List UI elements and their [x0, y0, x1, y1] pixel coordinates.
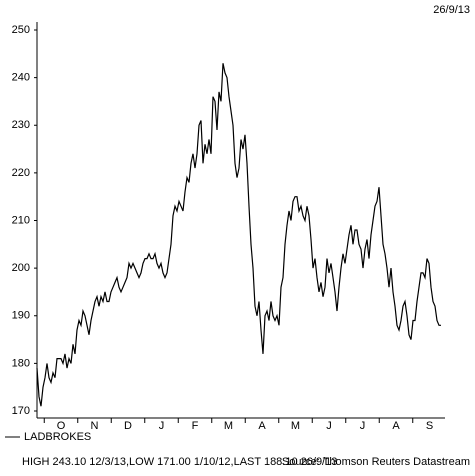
x-tick-label: D [124, 420, 132, 432]
x-tick-label: S [426, 420, 433, 432]
legend-label: LADBROKES [24, 431, 91, 443]
source: Source: Thomson Reuters Datastream [282, 456, 470, 468]
x-tick-label: J [360, 420, 366, 432]
y-tick-label: 230 [12, 119, 30, 131]
line-series [36, 63, 441, 407]
y-tick-label: 240 [12, 72, 30, 84]
x-tick-label: J [326, 420, 332, 432]
x-tick-label: O [57, 420, 66, 432]
y-tick-label: 190 [12, 310, 30, 322]
y-tick-label: 170 [12, 405, 30, 417]
x-tick-label: J [159, 420, 165, 432]
x-tick-label: F [192, 420, 199, 432]
y-tick-label: 250 [12, 24, 30, 36]
date-label: 26/9/13 [433, 4, 470, 16]
x-tick-label: M [291, 420, 300, 432]
x-tick-label: A [392, 420, 400, 432]
y-tick-label: 220 [12, 167, 30, 179]
y-tick-label: 200 [12, 262, 30, 274]
footer: HIGH 243.10 12/3/13,LOW 171.00 1/10/12,L… [22, 456, 337, 468]
y-tick-label: 210 [12, 214, 30, 226]
x-tick-label: N [91, 420, 99, 432]
x-tick-label: A [258, 420, 266, 432]
x-tick-label: M [224, 420, 233, 432]
y-tick-label: 180 [12, 357, 30, 369]
